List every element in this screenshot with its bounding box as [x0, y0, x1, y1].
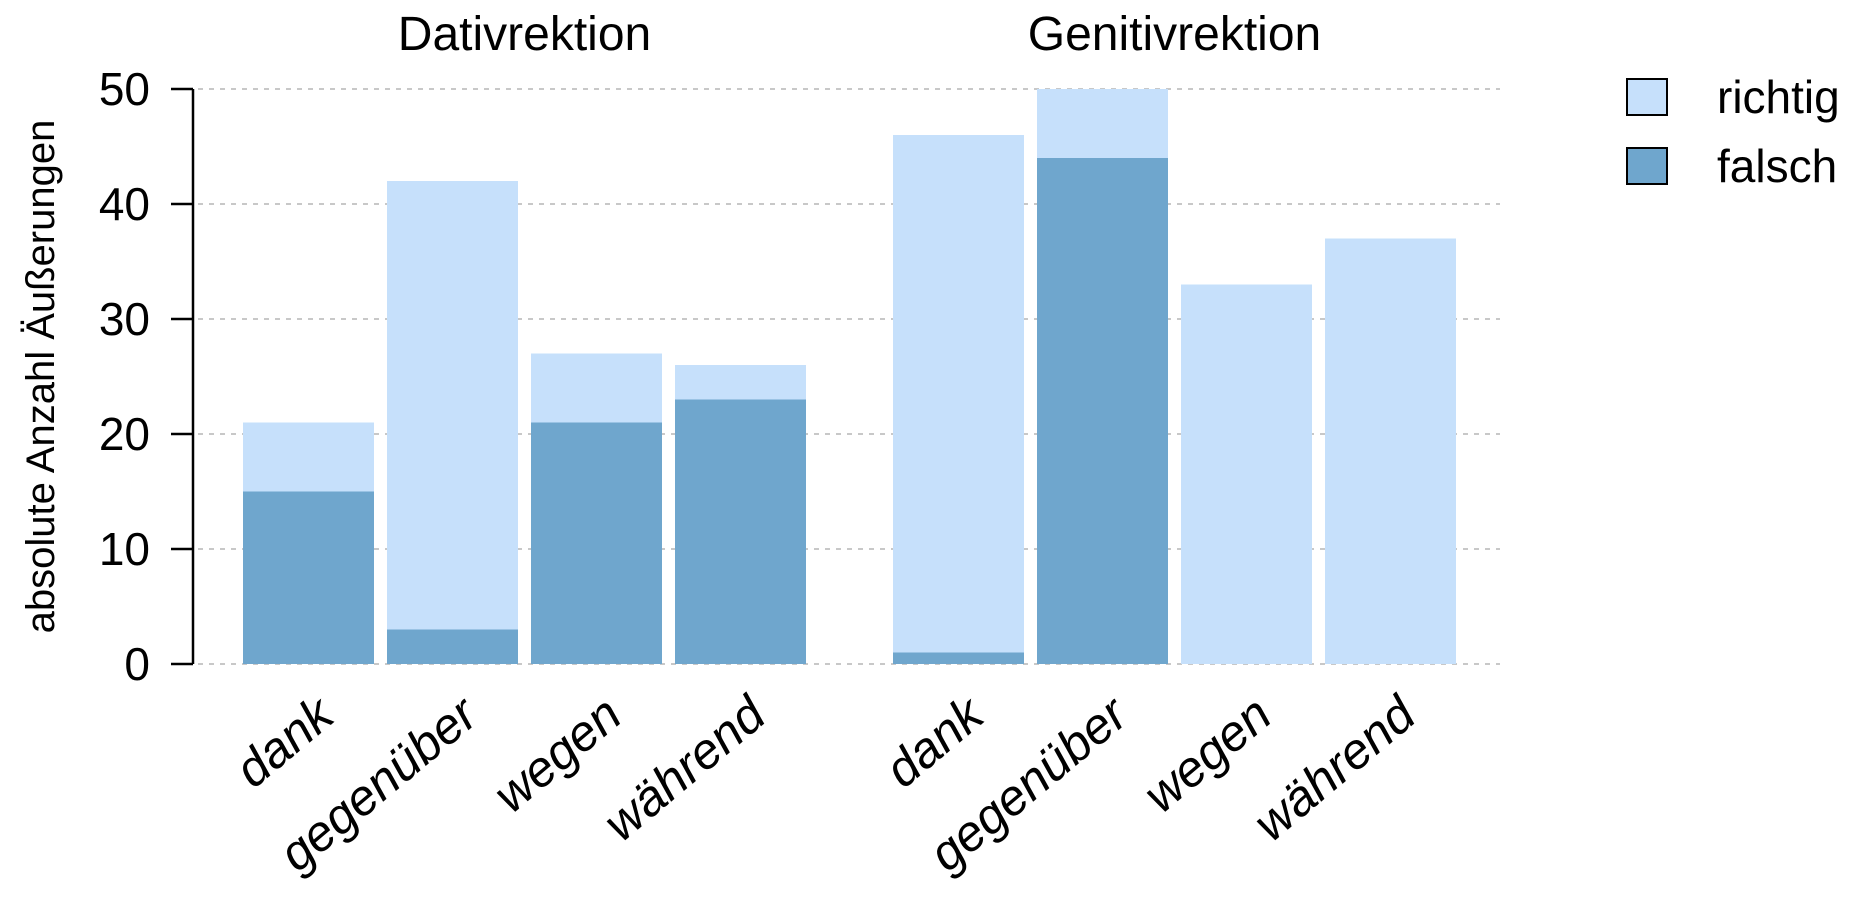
bar-falsch	[1037, 158, 1168, 664]
bar-falsch	[243, 491, 374, 664]
bar-falsch	[893, 652, 1024, 664]
bar-falsch	[387, 629, 518, 664]
legend-swatch-richtig	[1626, 78, 1668, 116]
y-tick-label: 40	[99, 178, 150, 230]
bar-falsch	[675, 399, 806, 664]
y-axis	[171, 87, 195, 666]
bar-richtig	[387, 181, 518, 630]
bar-falsch	[531, 422, 662, 664]
legend-label-falsch: falsch	[1717, 140, 1837, 192]
bar-richtig	[1325, 238, 1456, 664]
panel-title: Dativrektion	[398, 8, 651, 61]
y-axis-title: absolute Anzahl Äußerungen	[19, 120, 63, 634]
bar-richtig	[531, 353, 662, 423]
bar-richtig	[1037, 89, 1168, 158]
y-axis-line	[171, 87, 195, 666]
y-tick-label: 20	[99, 408, 150, 460]
y-tick-label: 10	[99, 523, 150, 575]
category-label: während	[1243, 684, 1428, 852]
bar-richtig	[893, 135, 1024, 653]
y-tick-label: 30	[99, 293, 150, 345]
grid-lines	[198, 88, 1500, 665]
bar-richtig	[675, 365, 806, 400]
legend-swatch-falsch	[1626, 147, 1668, 185]
y-tick-label: 0	[124, 638, 150, 690]
bar-richtig	[1181, 284, 1312, 664]
category-label: dank	[225, 684, 346, 799]
category-label: während	[593, 684, 778, 852]
bars	[243, 89, 1456, 664]
legend: richtig falsch	[1626, 71, 1840, 192]
y-tick-label: 50	[99, 63, 150, 115]
bar-richtig	[243, 422, 374, 492]
category-label: dank	[875, 684, 996, 799]
legend-label-richtig: richtig	[1717, 71, 1840, 123]
panel-title: Genitivrektion	[1028, 8, 1321, 61]
